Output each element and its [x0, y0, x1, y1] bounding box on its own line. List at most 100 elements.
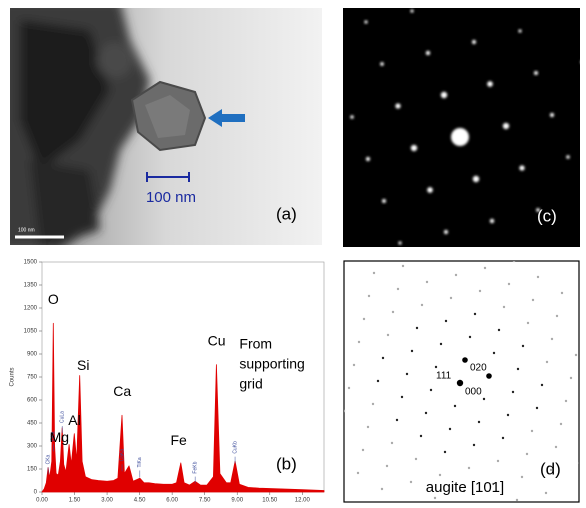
spot	[336, 210, 339, 213]
x-tick-label: 12.00	[295, 498, 311, 504]
panel-label: (c)	[537, 206, 557, 225]
spot	[580, 331, 582, 333]
spot	[496, 459, 500, 463]
y-tick-label: 150	[27, 467, 38, 473]
spot-label: 111	[436, 371, 452, 382]
spot	[468, 335, 472, 339]
y-tick-label: 0	[34, 490, 38, 496]
peak-label: CuKb	[232, 441, 238, 454]
spot	[366, 425, 370, 429]
spot	[357, 340, 361, 344]
spot	[344, 409, 346, 413]
spot	[444, 319, 448, 323]
spot	[555, 314, 559, 318]
element-label: Al	[68, 412, 80, 428]
spot	[333, 456, 335, 458]
element-label: Ca	[113, 383, 131, 399]
spot	[471, 39, 477, 45]
spot	[554, 445, 558, 449]
spot	[536, 275, 540, 279]
spot	[424, 411, 428, 415]
chart: 0 150 300 450 600 750 900 1050 1200 1350 1500 0.00 1…	[24, 260, 325, 504]
peak-label: CKa	[45, 454, 51, 464]
spot	[443, 229, 449, 235]
spot	[427, 187, 433, 193]
spot	[535, 406, 539, 410]
spot	[449, 296, 453, 300]
plot-area	[41, 261, 325, 493]
spot	[507, 282, 511, 286]
spot	[483, 266, 487, 270]
y-tick-label: 1050	[24, 329, 38, 335]
spot	[560, 291, 564, 295]
spot	[431, 258, 433, 260]
x-tick-label: 4.50	[134, 498, 146, 504]
spot	[502, 305, 506, 309]
y-tick-label: 300	[27, 444, 38, 450]
spot	[380, 487, 384, 491]
panel-label: (b)	[276, 454, 297, 473]
y-tick-label: 450	[27, 421, 38, 427]
central-spot	[451, 128, 469, 146]
y-axis-label: Counts	[10, 367, 16, 386]
element-label: Mg	[50, 429, 69, 445]
spot	[434, 365, 438, 369]
spot	[501, 436, 505, 440]
spot	[520, 475, 524, 479]
spot	[364, 20, 368, 24]
spot	[440, 91, 448, 99]
spot	[491, 482, 495, 486]
spot	[580, 60, 583, 63]
spot	[525, 452, 529, 456]
spot	[419, 434, 423, 438]
spot-label: 020	[470, 363, 487, 374]
spot	[462, 489, 466, 493]
spot	[409, 480, 413, 484]
spot	[515, 498, 519, 502]
spot	[534, 71, 538, 75]
spot	[395, 418, 399, 422]
spot	[439, 342, 443, 346]
inset-scale-label: 100 nm	[18, 227, 35, 233]
spot	[473, 312, 477, 316]
spot	[549, 112, 555, 118]
spot	[334, 325, 336, 327]
peak-label: CaKa	[119, 449, 125, 462]
spot	[478, 289, 482, 293]
spot	[492, 351, 496, 355]
spot	[410, 9, 414, 13]
spot	[350, 115, 354, 119]
spot	[425, 50, 431, 56]
spot	[410, 144, 418, 152]
peak-label: FeKb	[192, 461, 198, 473]
spot	[380, 62, 384, 66]
spot	[559, 422, 563, 426]
spot	[381, 356, 385, 360]
spot	[530, 429, 534, 433]
caption: augite [101]	[426, 479, 504, 496]
spot	[382, 199, 386, 203]
x-tick-label: 6.00	[166, 498, 178, 504]
spot	[462, 357, 468, 363]
spot	[460, 251, 462, 253]
spot	[433, 496, 437, 500]
spot	[497, 328, 501, 332]
peak-label: CuLa	[60, 411, 66, 423]
element-label: Si	[77, 357, 89, 373]
spot	[372, 271, 376, 275]
spot	[456, 0, 459, 2]
scale-bar-label: 100 nm	[146, 189, 196, 206]
spot	[550, 337, 554, 341]
y-tick-label: 1500	[24, 260, 38, 266]
spot	[400, 395, 404, 399]
y-tick-label: 600	[27, 398, 38, 404]
element-label: grid	[239, 375, 262, 391]
spot	[472, 443, 476, 447]
spot	[518, 29, 522, 33]
spot	[489, 218, 495, 224]
spot	[521, 344, 525, 348]
y-tick-label: 1200	[24, 306, 38, 312]
y-tick-label: 900	[27, 352, 38, 358]
spot	[367, 294, 371, 298]
